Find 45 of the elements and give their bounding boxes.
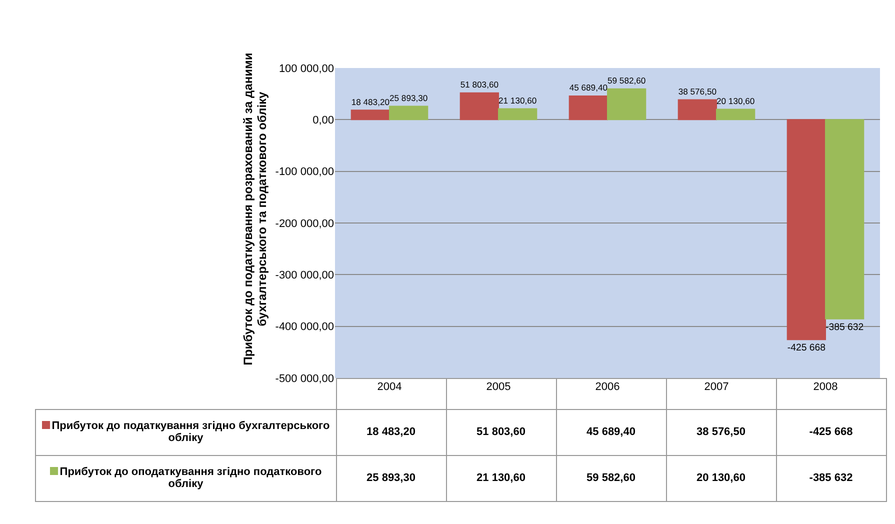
y-tick-label: 0,00	[312, 114, 334, 127]
text: 51 803,60	[460, 80, 498, 90]
data-label: 59 582,60	[556, 455, 666, 501]
text: 18 483,20	[351, 96, 390, 107]
data-label: -425 668	[776, 409, 886, 455]
data-label: 45 689,40	[556, 409, 666, 455]
bar	[389, 106, 428, 120]
y-tick-label: -300 000,00	[275, 270, 334, 282]
data-label: 38 576,50	[666, 409, 776, 455]
text: 45 689,40	[569, 82, 608, 93]
y-axis-title: Прибуток до податкування розрахований за даними бухгалтерського та податкового обліку	[241, 52, 269, 368]
bar	[716, 108, 756, 120]
text: 21 130,60	[498, 95, 537, 106]
bar	[498, 108, 538, 120]
x-tick-label: 2008	[813, 381, 838, 393]
bar	[607, 88, 646, 120]
legend-label: Прибуток до податкування згідно бухгалтерського обліку	[36, 409, 336, 455]
y-tick-label: 100 000,00	[278, 62, 334, 75]
bar	[568, 96, 608, 120]
data-label: 25 893,30	[336, 455, 446, 501]
text: -425 668	[787, 342, 826, 354]
x-tick-label: 2004	[377, 381, 402, 393]
text: -385 632	[826, 322, 864, 333]
text: 38 576,50	[678, 86, 716, 96]
text: 59 582,60	[608, 76, 646, 86]
y-tick-label: -400 000,00	[275, 321, 334, 334]
bar	[350, 110, 390, 120]
x-tick-label: 2005	[486, 381, 511, 393]
data-label: -385 632	[776, 455, 886, 501]
x-tick-label: 2006	[595, 381, 620, 393]
x-tick-label: 2007	[704, 381, 729, 393]
y-tick-label: -100 000,00	[275, 166, 334, 178]
legend-label: Прибуток до оподаткування згідно податкового обліку	[36, 455, 336, 501]
data-label: 20 130,60	[666, 455, 776, 501]
bar	[786, 119, 826, 340]
text: 20 130,60	[716, 96, 755, 106]
bar	[460, 92, 499, 120]
data-label: 18 483,20	[336, 409, 446, 455]
bar	[825, 119, 864, 320]
text: 25 893,30	[390, 92, 428, 103]
y-tick-label: -200 000,00	[275, 218, 334, 230]
y-tick-label: -500 000,00	[275, 372, 334, 385]
bar	[678, 99, 717, 120]
data-label: 51 803,60	[446, 409, 556, 455]
data-label: 21 130,60	[446, 455, 556, 501]
